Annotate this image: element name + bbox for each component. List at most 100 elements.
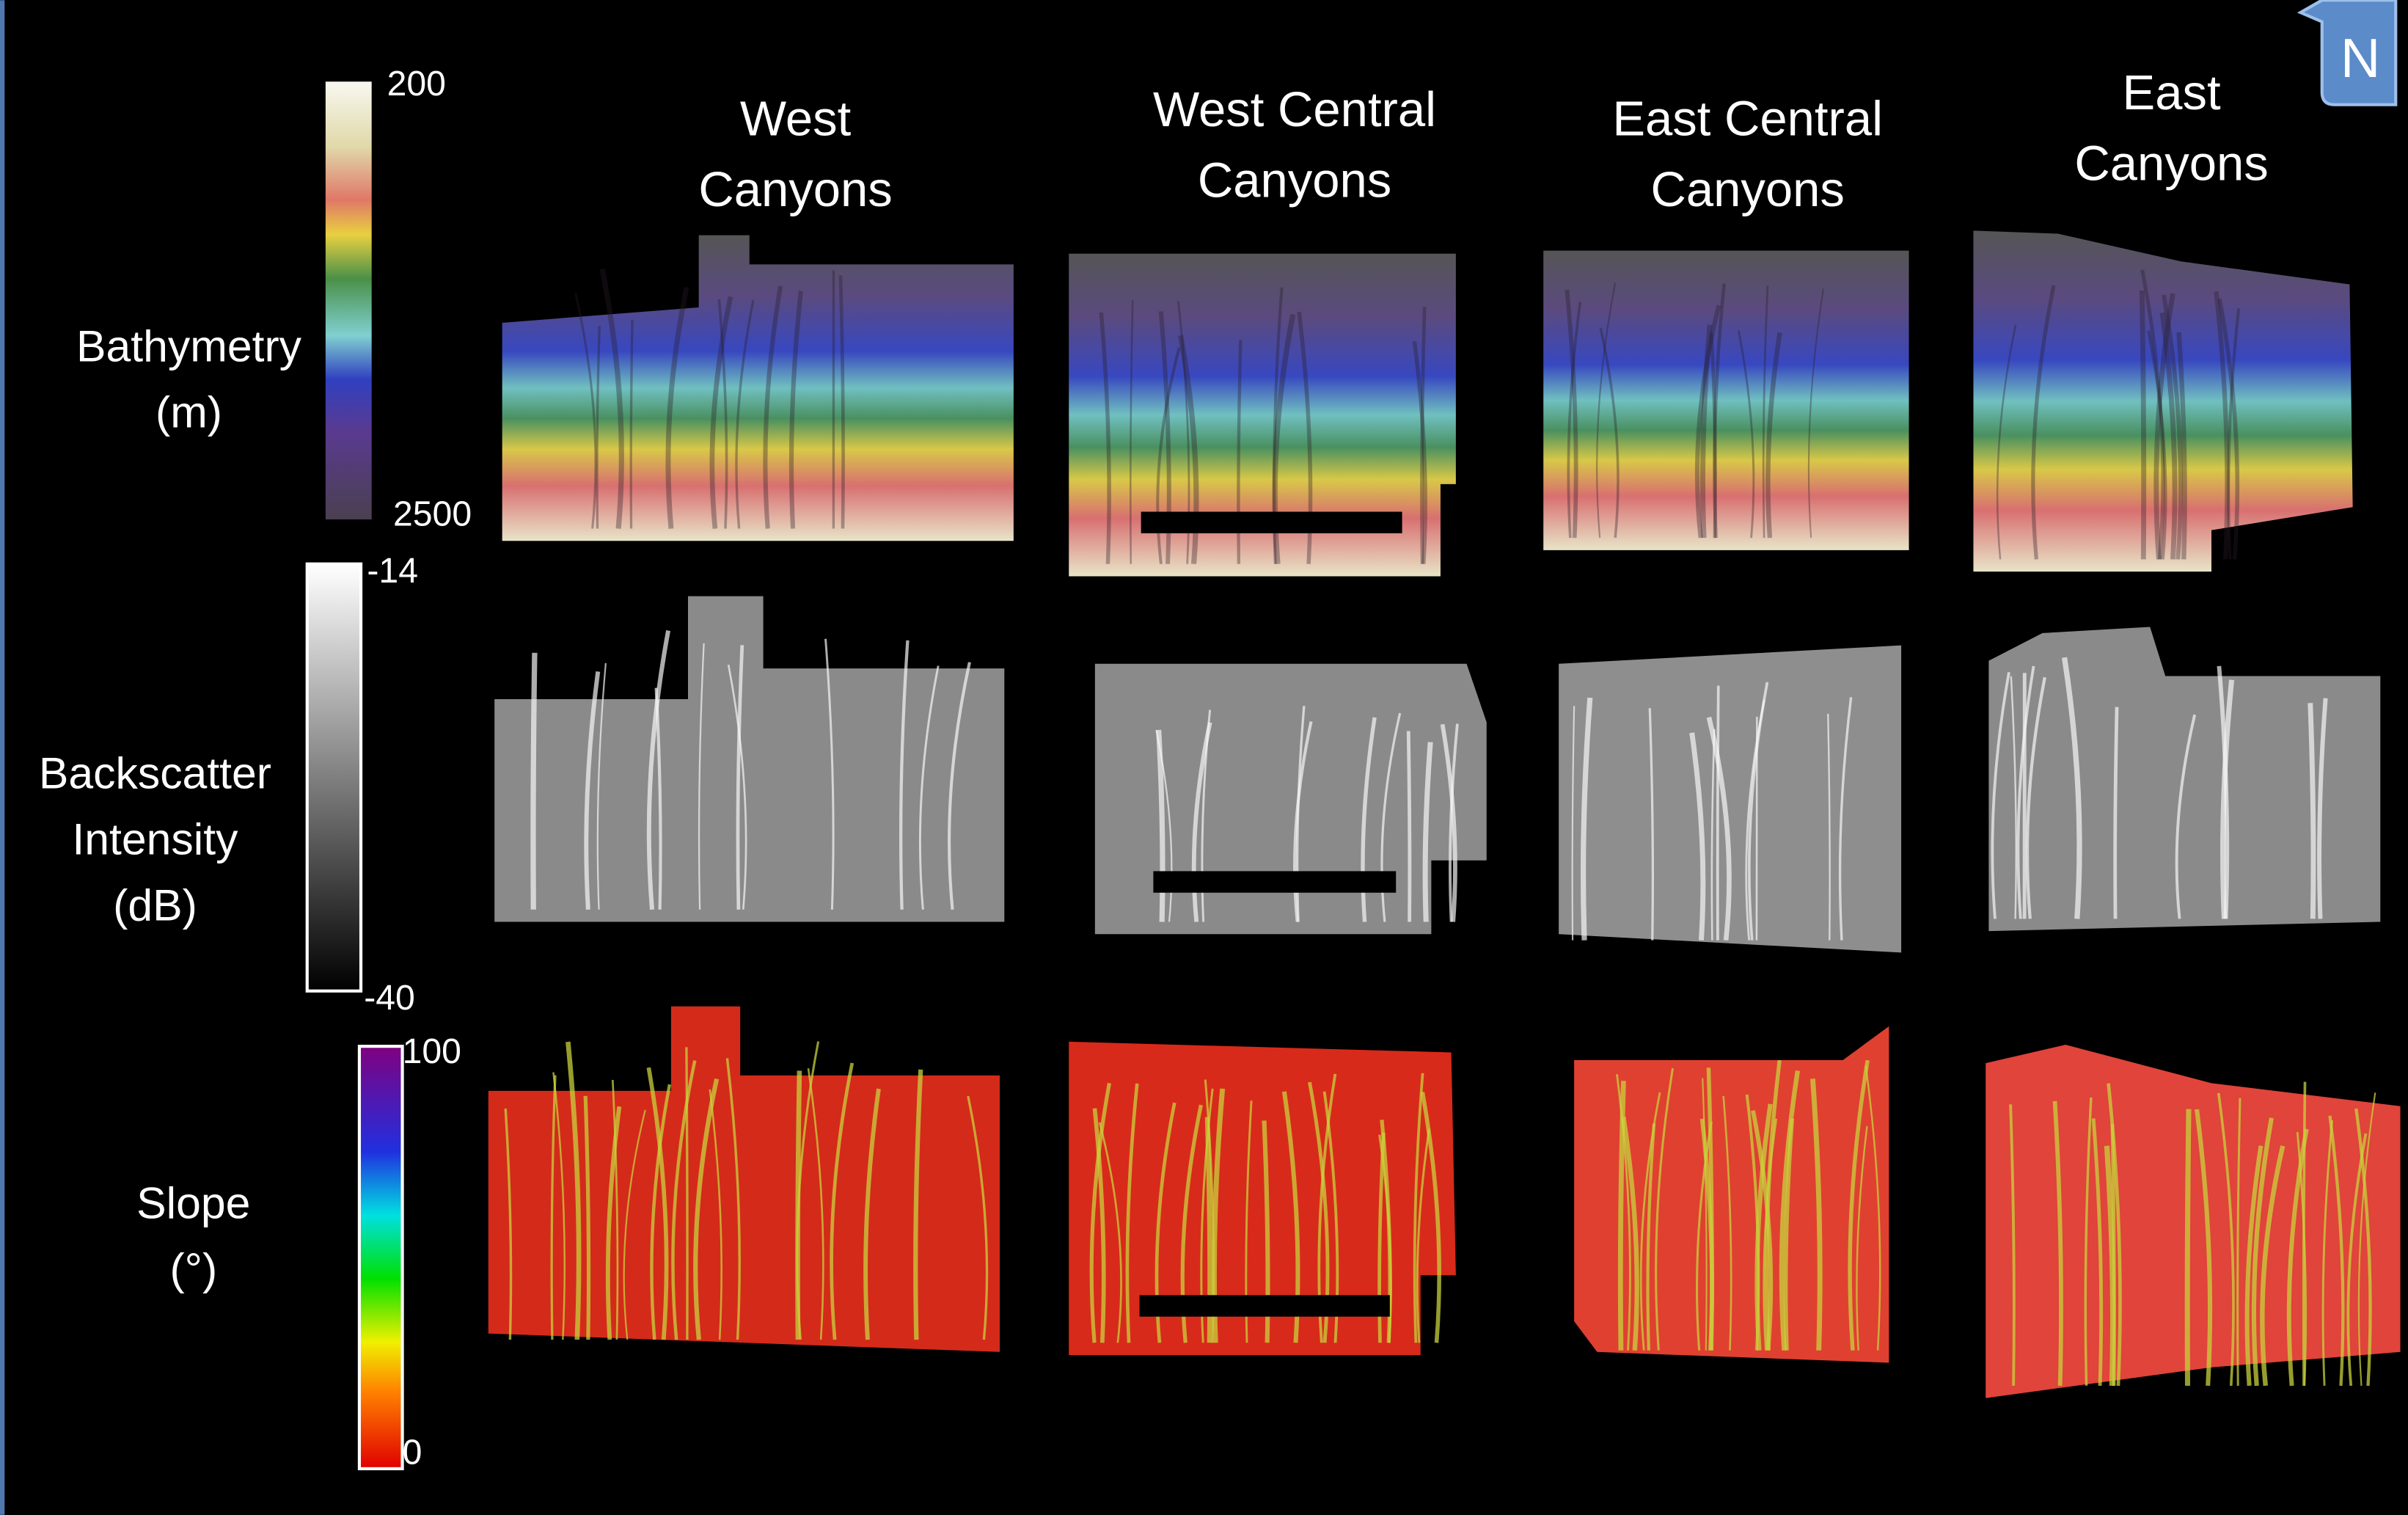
canyon-streak	[566, 1041, 582, 1340]
canyon-streak	[2107, 1083, 2122, 1386]
canyon-streak	[1809, 1078, 1823, 1351]
canyon-streak	[693, 1078, 720, 1340]
row-label: Slope	[136, 1178, 250, 1228]
data-gap	[1153, 871, 1397, 893]
canyon-streak	[1449, 723, 1459, 922]
canyon-streak	[530, 652, 538, 910]
canyon-streak	[2153, 293, 2175, 560]
canyon-streak	[2091, 1118, 2104, 1386]
canyon-streak	[552, 1072, 566, 1340]
canyon-streak	[596, 326, 601, 529]
canyon-streak	[650, 1084, 672, 1340]
canyon-streak	[599, 268, 624, 529]
canyon-streak	[1580, 697, 1593, 941]
canyon-streak	[1361, 717, 1377, 922]
canyon-streak	[1689, 732, 1706, 941]
row-label: (dB)	[113, 880, 197, 930]
canyon-streak	[1713, 283, 1726, 539]
canyon-streak	[2084, 1097, 2093, 1386]
canyon-streak	[2010, 676, 2017, 919]
canyon-streak	[1565, 289, 1578, 539]
canyon-streak	[629, 319, 634, 529]
left-border	[0, 0, 5, 1515]
canyon-streak	[2162, 294, 2183, 560]
canyon-streak	[1779, 1070, 1801, 1351]
canyon-streak	[1710, 332, 1717, 539]
canyon-streak	[717, 299, 728, 529]
canyon-streak	[1177, 335, 1199, 564]
canyon-streak	[1996, 324, 2017, 560]
map-panel	[1988, 627, 2381, 932]
map-panel	[1559, 645, 1902, 953]
canyon-streak	[646, 629, 671, 910]
canyon-streak	[504, 1108, 513, 1340]
canyon-streak	[1621, 1116, 1639, 1351]
canyon-streak	[899, 640, 910, 910]
canyon-streak	[1130, 300, 1134, 564]
canyon-streak	[1191, 722, 1212, 922]
canyon-streak	[1648, 708, 1655, 941]
canyon-streak	[646, 1067, 669, 1340]
canyon-streak	[1092, 1108, 1106, 1343]
canyon-streak	[1706, 716, 1732, 941]
canyon-streak	[2159, 312, 2178, 560]
column-title: East	[2123, 65, 2221, 120]
canyon-streak	[1706, 1067, 1714, 1351]
canyon-streak	[2139, 290, 2147, 560]
canyon-streak	[1156, 347, 1181, 564]
canyon-streak	[1745, 1094, 1760, 1351]
column-title: Canyons	[1198, 153, 1391, 208]
canyon-streak	[2110, 1123, 2116, 1386]
canyon-streak	[1237, 340, 1243, 564]
row-label: Bathymetry	[76, 321, 302, 370]
canyon-streak	[1702, 1078, 1708, 1351]
canyon-streak	[863, 1088, 881, 1340]
canyon-streak	[2317, 698, 2328, 919]
column-title: East Central	[1612, 92, 1883, 147]
bathymetry-colorbar	[325, 81, 372, 519]
canyon-streak	[1420, 1091, 1441, 1343]
canyon-streak	[1695, 1121, 1713, 1351]
canyon-streak	[1571, 706, 1576, 941]
canyon-streak	[584, 671, 601, 910]
north-arrow: N	[2297, 0, 2398, 106]
canyon-streak	[1156, 729, 1165, 922]
canyon-streak	[1596, 282, 1617, 539]
canyon-streak	[830, 1062, 854, 1340]
canyon-streak	[1747, 682, 1769, 941]
canyon-streak	[913, 1069, 923, 1340]
canyon-streak	[725, 1058, 741, 1340]
canyon-streak	[736, 645, 744, 910]
canyon-streak	[1380, 712, 1402, 922]
canyon-streak	[2251, 1117, 2274, 1387]
canyon-streak	[2260, 1145, 2286, 1387]
map-panel	[1069, 253, 1456, 577]
canyon-streak	[1762, 285, 1769, 539]
canyon-streak	[1765, 332, 1782, 539]
canyon-streak	[807, 1067, 824, 1340]
canyon-streak	[2227, 308, 2241, 560]
canyon-streak	[1700, 324, 1713, 539]
canyon-streak	[1599, 327, 1620, 539]
canyon-streak	[2302, 1081, 2307, 1386]
canyon-streak	[596, 662, 607, 910]
canyon-streak	[2308, 703, 2316, 919]
canyon-streak	[2236, 1098, 2242, 1386]
canyon-streak	[2219, 679, 2235, 919]
canyon-streak	[1856, 1125, 1868, 1351]
scale-label: -40	[364, 978, 415, 1018]
canyon-streak	[709, 1089, 722, 1340]
canyon-streak	[1292, 720, 1313, 922]
canyon-streak	[583, 1095, 591, 1340]
canyon-streak	[1848, 1059, 1870, 1351]
canyon-streak	[550, 1075, 557, 1340]
north-label: N	[2341, 27, 2380, 89]
canyon-streak	[735, 299, 755, 529]
canyon-streak	[611, 1080, 619, 1340]
canyon-streak	[1567, 302, 1582, 539]
canyon-streak	[2354, 1108, 2372, 1386]
maps	[488, 230, 2401, 1398]
canyon-streak	[2217, 1092, 2235, 1386]
canyon-streak	[1412, 341, 1427, 564]
